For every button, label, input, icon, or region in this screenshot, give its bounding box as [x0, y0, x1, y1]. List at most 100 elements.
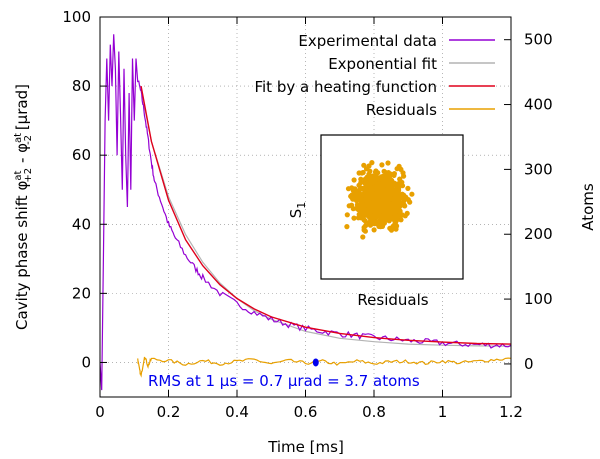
inset-point: [393, 226, 399, 232]
inset-point: [387, 188, 393, 194]
inset-point: [360, 169, 366, 176]
y-axis-label: Cavity phase shift φat+2 - φat-2 [μrad]: [13, 84, 34, 330]
inset-point: [394, 189, 400, 195]
inset-point: [361, 224, 367, 231]
x-tick-label: 1.2: [499, 403, 523, 421]
inset-point: [372, 212, 378, 218]
inset-point: [394, 166, 400, 172]
inset-point: [364, 188, 370, 194]
inset-point: [350, 196, 356, 202]
series-line-2: [140, 85, 511, 345]
inset-point: [356, 195, 362, 201]
inset-point: [397, 200, 403, 206]
inset-point: [403, 194, 409, 200]
inset-point: [370, 208, 376, 214]
y-tick-label: 0: [81, 353, 91, 371]
inset-point: [351, 215, 357, 221]
y-axis-ticks: 0 20 40 60 80 100: [62, 8, 107, 371]
inset-point: [346, 203, 352, 209]
legend-label-0: Experimental data: [298, 32, 437, 50]
inset-point: [385, 160, 391, 166]
y2-axis-ticks: 0 100 200 300 400 500: [504, 31, 553, 373]
y-tick-label: 100: [62, 8, 91, 26]
inset-point: [398, 195, 404, 201]
inset-point: [369, 195, 375, 201]
inset-point: [369, 160, 375, 166]
y2-axis-label: Atoms: [579, 183, 597, 231]
x-axis-label: Time [ms]: [267, 438, 344, 456]
inset-point: [363, 166, 370, 172]
inset-point: [393, 219, 399, 225]
legend-label-1: Exponential fit: [328, 55, 437, 73]
inset-point: [386, 201, 392, 207]
inset-point: [375, 170, 381, 176]
inset-point: [375, 192, 381, 198]
inset-point: [396, 206, 402, 212]
inset-point: [367, 183, 373, 189]
inset-point: [344, 224, 350, 230]
inset-point: [355, 206, 361, 213]
inset-x-label: Residuals: [357, 291, 428, 309]
series-layer: [100, 34, 511, 391]
inset-point: [362, 218, 368, 224]
inset-point: [383, 190, 389, 196]
y-tick-label: 60: [72, 146, 91, 164]
series-line-3: [137, 356, 511, 378]
inset-point: [375, 201, 381, 207]
inset-point: [407, 199, 413, 205]
series-clip-group: [100, 34, 511, 391]
y2-tick-label: 0: [524, 355, 534, 373]
y2-tick-label: 500: [524, 31, 553, 49]
inset-point: [386, 218, 392, 224]
y-tick-label: 20: [72, 284, 91, 302]
x-tick-label: 0.8: [362, 403, 386, 421]
inset-point: [362, 176, 368, 182]
y2-tick-label: 200: [524, 225, 553, 243]
inset-point: [360, 207, 366, 213]
inset-scatter: [344, 160, 415, 240]
inset-point: [367, 200, 373, 206]
x-tick-label: 0.4: [225, 403, 249, 421]
inset-point: [372, 219, 378, 225]
inset-point: [402, 213, 408, 219]
inset-point: [345, 186, 352, 192]
inset-point: [360, 234, 366, 240]
inset-point: [405, 185, 411, 191]
y-tick-label: 80: [72, 77, 91, 95]
inset-point: [409, 191, 415, 197]
inset-point: [389, 196, 395, 202]
inset-point: [383, 170, 389, 176]
y2-tick-label: 400: [524, 96, 553, 114]
inset-point: [351, 177, 357, 183]
inset-point: [367, 222, 374, 228]
inset-point: [371, 227, 377, 233]
inset-point: [401, 173, 407, 179]
y2-tick-label: 300: [524, 160, 553, 178]
inset-point: [358, 180, 364, 186]
inset-point: [388, 227, 395, 233]
inset-point: [361, 162, 367, 168]
inset-point: [399, 179, 405, 185]
inset-point: [371, 185, 377, 192]
inset-point: [395, 213, 401, 220]
series-line-0: [100, 34, 511, 391]
inset-point: [387, 206, 393, 212]
inset-point: [355, 215, 361, 221]
y-tick-label: 40: [72, 215, 91, 233]
rms-annotation: RMS at 1 μs = 0.7 μrad = 3.7 atoms: [148, 372, 420, 390]
x-tick-label: 0.2: [157, 403, 181, 421]
inset-point: [387, 184, 394, 190]
inset-point: [376, 218, 382, 224]
x-tick-label: 1: [438, 403, 448, 421]
x-tick-label: 0.6: [294, 403, 318, 421]
inset-point: [379, 162, 385, 168]
inset-point: [378, 174, 384, 180]
x-tick-label: 0: [95, 403, 105, 421]
inset-y-label: S1: [287, 202, 308, 219]
legend: Experimental data Exponential fit Fit by…: [254, 32, 495, 119]
inset-point: [359, 186, 365, 192]
x-axis-ticks: 0 0.2 0.4 0.6 0.8 1 1.2: [95, 17, 523, 421]
inset-point: [353, 187, 359, 194]
inset-point: [366, 195, 372, 201]
